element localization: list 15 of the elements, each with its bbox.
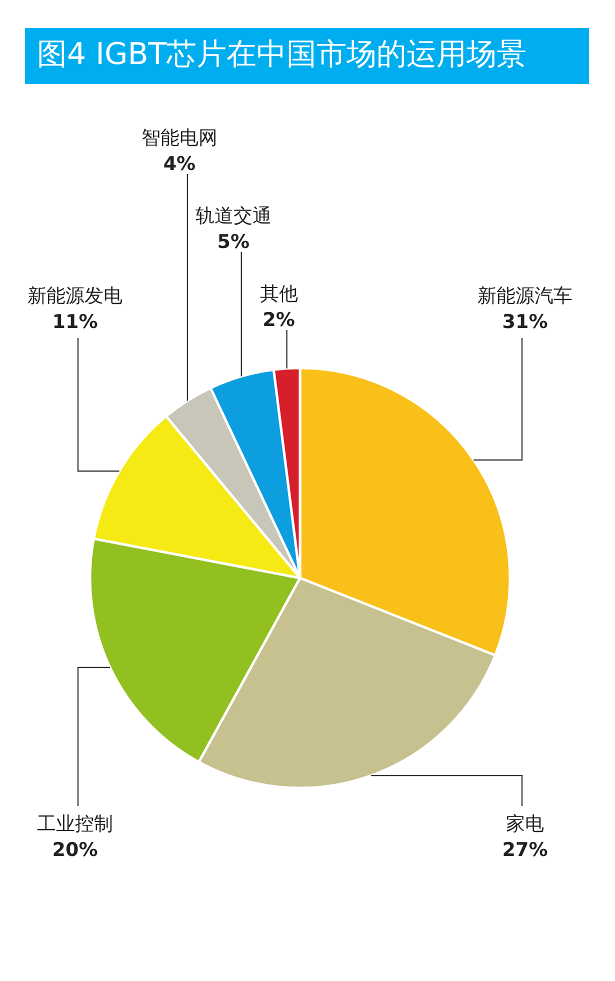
- chart-title: 图4 IGBT芯片在中国市场的运用场景: [25, 28, 589, 84]
- slice-label: 新能源发电: [28, 285, 122, 307]
- slice-label: 其他: [260, 283, 298, 305]
- data-label: 5%: [217, 231, 250, 253]
- slice-label: 工业控制: [37, 813, 113, 835]
- data-label: 11%: [52, 311, 98, 333]
- data-label: 31%: [502, 311, 548, 333]
- data-label: 4%: [163, 153, 196, 175]
- slice-label: 新能源汽车: [478, 285, 572, 307]
- slice-label: 家电: [506, 813, 544, 835]
- data-label: 2%: [262, 309, 295, 331]
- data-label: 20%: [52, 839, 98, 861]
- slice-label: 智能电网: [141, 127, 218, 149]
- slice-label: 轨道交通: [195, 205, 272, 227]
- data-label: 27%: [502, 839, 548, 861]
